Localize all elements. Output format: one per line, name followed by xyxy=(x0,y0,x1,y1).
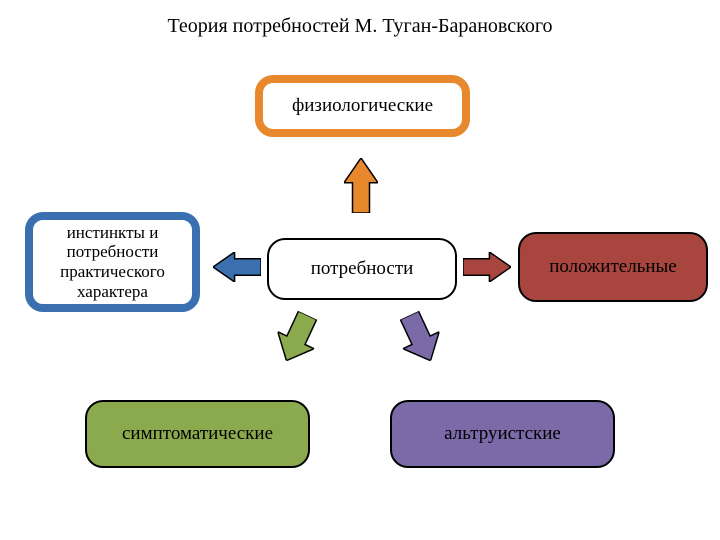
node-top: физиологические xyxy=(255,75,470,137)
node-bl-label: симптоматические xyxy=(122,423,273,445)
node-bottom-left: симптоматические xyxy=(85,400,310,468)
node-center-label: потребности xyxy=(311,258,414,280)
diagram-title: Теория потребностей М. Туган-Барановског… xyxy=(0,15,720,38)
node-right: положительные xyxy=(518,232,708,302)
node-bottom-right: альтруистские xyxy=(390,400,615,468)
node-left-label: инстинкты и потребности практического ха… xyxy=(39,223,186,301)
node-br-label: альтруистские xyxy=(444,423,561,445)
node-center: потребности xyxy=(267,238,457,300)
arrow-right-icon xyxy=(463,252,511,282)
node-left: инстинкты и потребности практического ха… xyxy=(25,212,200,312)
node-right-label: положительные xyxy=(549,256,676,278)
node-top-label: физиологические xyxy=(292,95,433,117)
arrow-left-icon xyxy=(213,252,261,282)
arrow-down-left-icon xyxy=(268,307,325,369)
arrow-up-icon xyxy=(344,158,378,213)
arrow-down-right-icon xyxy=(391,307,448,369)
